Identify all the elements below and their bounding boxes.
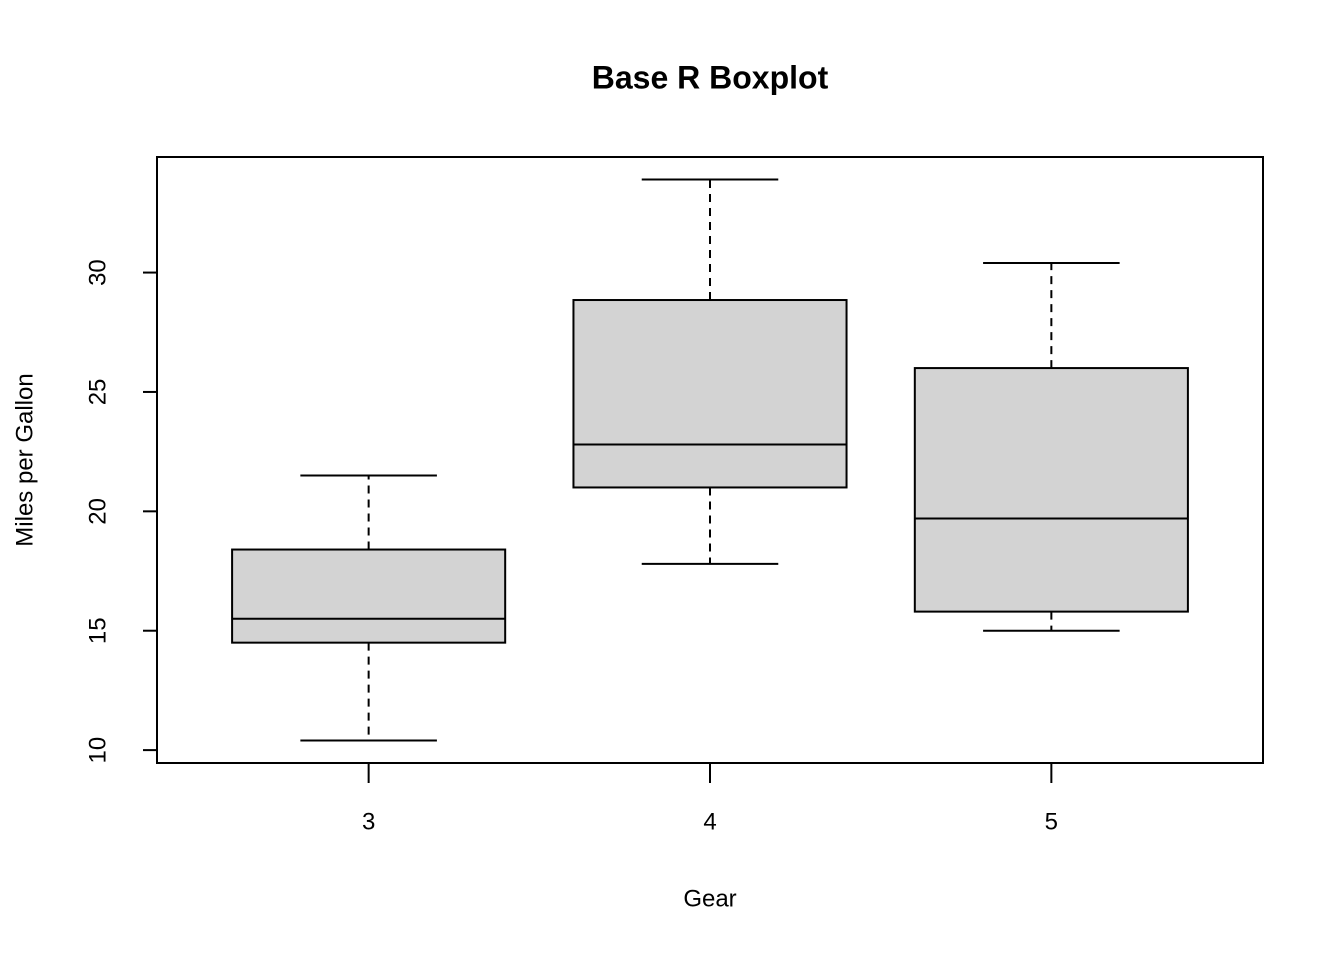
y-tick-label: 30 <box>84 259 111 286</box>
x-tick-label: 4 <box>703 808 716 835</box>
box <box>572 299 848 489</box>
x-axis-label: Gear <box>683 885 736 912</box>
y-axis-label: Miles per Gallon <box>11 373 38 546</box>
chart-title: Base R Boxplot <box>592 59 829 95</box>
box <box>231 548 507 644</box>
y-tick-label: 25 <box>84 379 111 406</box>
y-tick-label: 15 <box>84 617 111 644</box>
x-tick-label: 3 <box>362 808 375 835</box>
y-tick-label: 10 <box>84 737 111 764</box>
x-tick-label: 5 <box>1045 808 1058 835</box>
y-tick-label: 20 <box>84 498 111 525</box>
box <box>913 367 1189 613</box>
